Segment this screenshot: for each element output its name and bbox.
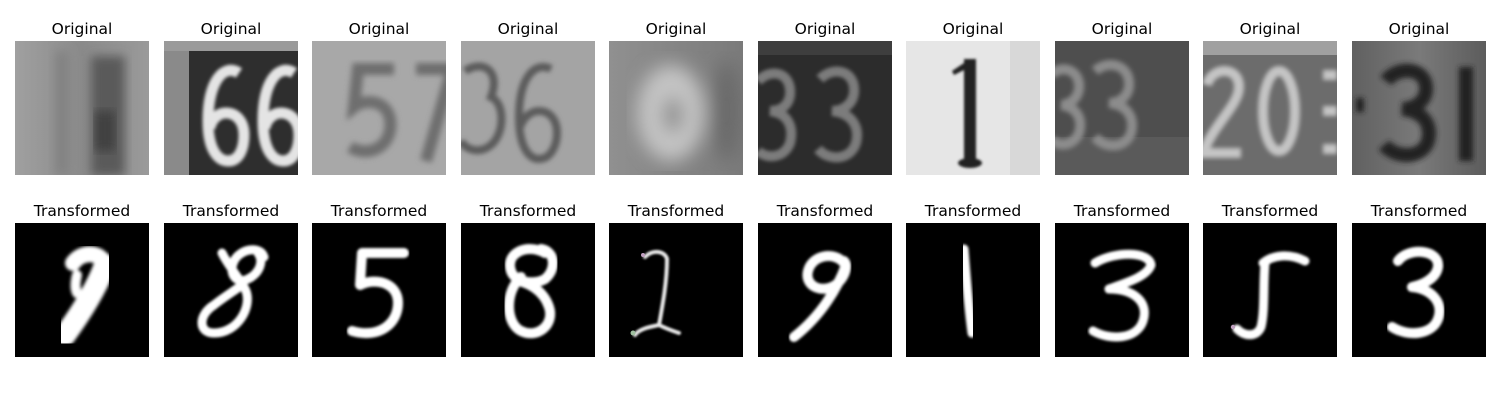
original-panel-10: Original	[1352, 17, 1486, 175]
panel-title: Transformed	[182, 202, 280, 220]
panel-title: Original	[200, 20, 262, 38]
transformed-panel-1: Transformed	[15, 199, 149, 357]
original-image-5	[609, 41, 743, 175]
panel-title: Transformed	[1221, 202, 1319, 220]
panel-title: Original	[794, 20, 856, 38]
original-panel-8: Original	[1055, 17, 1189, 175]
panel-title: Transformed	[479, 202, 577, 220]
original-image-1	[15, 41, 149, 175]
transformed-image-8	[1055, 223, 1189, 357]
transformed-panel-3: Transformed	[312, 199, 446, 357]
original-panel-5: Original	[609, 17, 743, 175]
transformed-panel-5: Transformed	[609, 199, 743, 357]
panel-title: Original	[1239, 20, 1301, 38]
original-image-6	[758, 41, 892, 175]
original-panel-2: Original	[164, 17, 298, 175]
panel-title: Original	[51, 20, 113, 38]
panel-title: Original	[1388, 20, 1450, 38]
transformed-image-3	[312, 223, 446, 357]
original-panel-7: Original	[906, 17, 1040, 175]
transformed-panel-7: Transformed	[906, 199, 1040, 357]
transformed-image-4	[461, 223, 595, 357]
transformed-panel-4: Transformed	[461, 199, 595, 357]
transformed-panel-9: Transformed	[1203, 199, 1337, 357]
panel-title: Transformed	[33, 202, 131, 220]
transformed-image-6	[758, 223, 892, 357]
transformed-image-1	[15, 223, 149, 357]
transformed-image-7	[906, 223, 1040, 357]
transformed-image-10	[1352, 223, 1486, 357]
panel-title: Transformed	[776, 202, 874, 220]
original-panel-3: Original	[312, 17, 446, 175]
transformed-image-2	[164, 223, 298, 357]
original-panel-1: Original	[15, 17, 149, 175]
transformed-panel-10: Transformed	[1352, 199, 1486, 357]
original-image-9	[1203, 41, 1337, 175]
panel-title: Original	[942, 20, 1004, 38]
panel-title: Original	[1091, 20, 1153, 38]
original-image-4	[461, 41, 595, 175]
original-image-10	[1352, 41, 1486, 175]
panel-title: Original	[645, 20, 707, 38]
transformed-panel-2: Transformed	[164, 199, 298, 357]
original-panel-6: Original	[758, 17, 892, 175]
panel-title: Original	[348, 20, 410, 38]
original-image-2	[164, 41, 298, 175]
transformed-image-9	[1203, 223, 1337, 357]
panel-title: Original	[497, 20, 559, 38]
panel-title: Transformed	[1370, 202, 1468, 220]
original-image-3	[312, 41, 446, 175]
transformed-panel-8: Transformed	[1055, 199, 1189, 357]
original-panel-9: Original	[1203, 17, 1337, 175]
panel-title: Transformed	[1073, 202, 1171, 220]
original-image-8	[1055, 41, 1189, 175]
transformed-panel-6: Transformed	[758, 199, 892, 357]
original-panel-4: Original	[461, 17, 595, 175]
original-image-7	[906, 41, 1040, 175]
transformed-image-5	[609, 223, 743, 357]
panel-title: Transformed	[627, 202, 725, 220]
panel-title: Transformed	[330, 202, 428, 220]
panel-title: Transformed	[924, 202, 1022, 220]
